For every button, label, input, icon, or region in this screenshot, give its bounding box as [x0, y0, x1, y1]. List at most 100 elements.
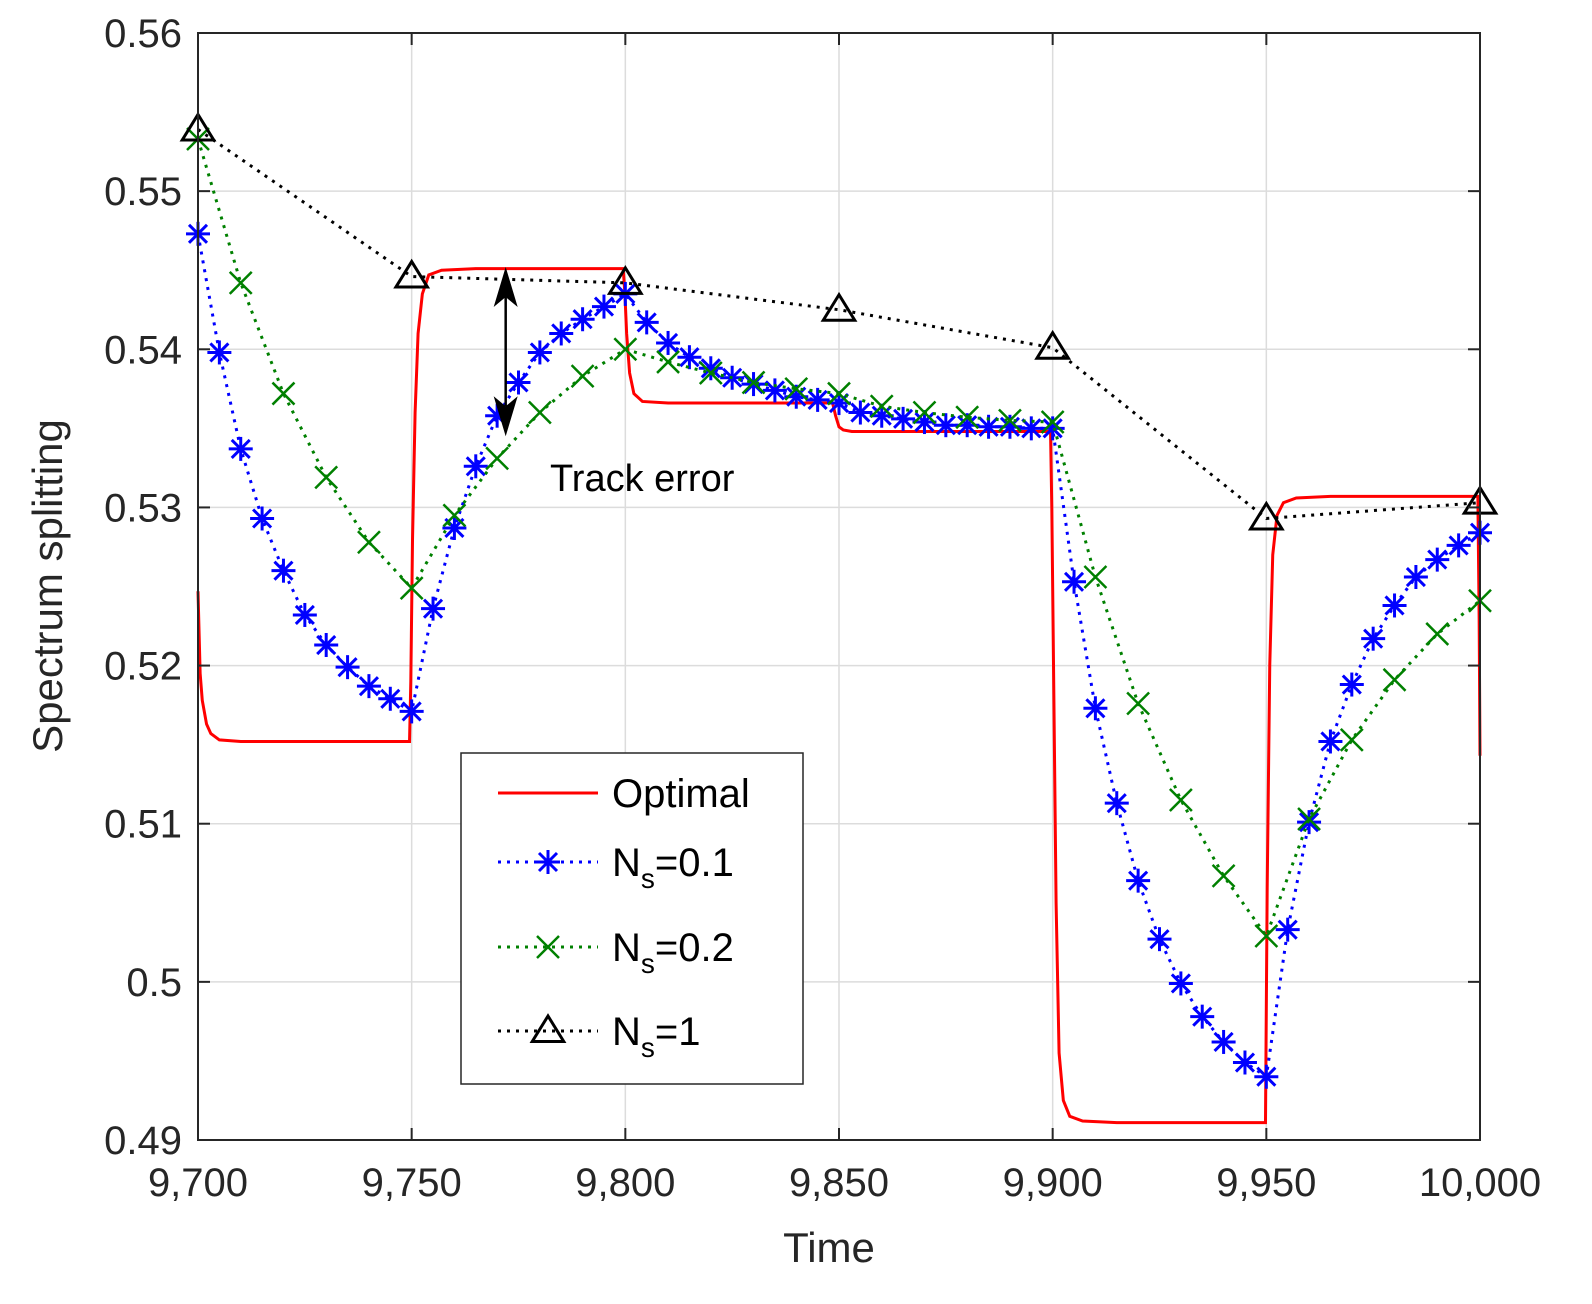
data-point: [421, 596, 446, 621]
data-point: [1190, 1004, 1215, 1029]
data-point: [1062, 569, 1087, 594]
data-point: [506, 370, 531, 395]
data-point: [1254, 924, 1279, 948]
x-tick-label: 10,000: [1419, 1161, 1541, 1205]
data-point: [393, 258, 431, 289]
data-point: [1126, 691, 1151, 716]
data-point: [1247, 500, 1285, 531]
data-point: [1104, 791, 1129, 816]
data-point: [442, 503, 467, 528]
data-point: [1034, 329, 1072, 360]
y-axis-title: Spectrum splitting: [24, 419, 71, 753]
track-error-arrowhead-bottom: [493, 396, 518, 437]
data-point: [442, 515, 467, 540]
data-point: [527, 400, 552, 425]
data-point: [399, 699, 424, 724]
data-point: [827, 381, 851, 406]
data-point: [570, 307, 595, 332]
data-point: [549, 321, 574, 346]
data-point: [698, 356, 723, 381]
y-tick-label: 0.51: [104, 803, 182, 847]
data-point: [955, 405, 980, 430]
data-point: [356, 674, 381, 699]
legend-swatch-marker: [536, 850, 560, 874]
y-tick-label: 0.56: [104, 12, 182, 56]
track-error-annotation: Track error: [493, 267, 735, 500]
y-tick-label: 0.49: [104, 1119, 182, 1163]
y-tick-label: 0.54: [104, 328, 182, 372]
data-point: [228, 436, 253, 461]
data-point: [1083, 565, 1108, 589]
data-point: [314, 465, 339, 490]
data-point: [820, 291, 858, 322]
track-error-label: Track error: [550, 458, 735, 500]
data-point: [1168, 971, 1193, 996]
data-point: [656, 330, 681, 355]
track-error-arrowhead-top: [493, 267, 518, 308]
x-tick-label: 9,750: [362, 1161, 462, 1205]
data-point: [314, 633, 339, 658]
data-point: [1126, 868, 1151, 893]
y-tick-label: 0.53: [104, 486, 182, 530]
data-point: [1318, 729, 1343, 754]
data-point: [1403, 565, 1428, 590]
data-point: [805, 387, 830, 412]
y-tick-label: 0.5: [126, 961, 182, 1005]
x-tick-label: 9,700: [148, 1161, 248, 1205]
data-point: [1040, 410, 1065, 434]
legend-item-ns-0-1: Ns=0.1: [498, 841, 734, 894]
data-point: [591, 294, 616, 319]
legend: Optimal Ns=0.1 Ns=0.2 Ns=1: [460, 752, 804, 1085]
legend-swatch-marker: [529, 1013, 567, 1043]
y-tick-label: 0.52: [104, 645, 182, 689]
data-point: [1339, 672, 1364, 697]
data-point: [869, 394, 894, 419]
data-point: [634, 310, 659, 335]
data-point: [933, 413, 958, 438]
data-point: [357, 530, 381, 555]
data-point: [399, 576, 424, 600]
data-point: [485, 446, 510, 471]
data-point: [1382, 667, 1407, 692]
data-point: [271, 381, 296, 406]
x-tick-label: 9,900: [1003, 1161, 1103, 1205]
data-point: [613, 337, 638, 362]
legend-item-ns-0-2: Ns=0.2: [498, 926, 734, 979]
data-point: [463, 454, 488, 479]
data-point: [228, 270, 253, 295]
data-point: [677, 345, 702, 370]
data-point: [698, 361, 723, 385]
data-point: [1040, 416, 1065, 441]
ticks: 9,700 9,750 9,800 9,850 9,900 9,950 10,000 0.49…: [104, 12, 1541, 1205]
data-point: [1339, 728, 1364, 752]
data-point: [335, 655, 360, 680]
data-point: [741, 370, 766, 395]
data-point: [1361, 626, 1386, 651]
data-point: [1425, 622, 1450, 646]
x-axis-title: Time: [783, 1224, 875, 1271]
data-point: [527, 340, 552, 365]
data-point: [912, 400, 937, 425]
data-point: [1446, 533, 1471, 558]
data-point: [207, 340, 232, 365]
legend-label: Optimal: [612, 772, 750, 816]
data-point: [1275, 917, 1300, 942]
data-point: [656, 350, 680, 374]
data-point: [1147, 927, 1172, 952]
data-point: [570, 364, 595, 389]
data-point: [998, 408, 1022, 433]
data-point: [271, 558, 296, 583]
data-point: [1232, 1050, 1257, 1075]
data-point: [762, 378, 787, 403]
data-point: [250, 506, 275, 531]
data-point: [1382, 593, 1407, 618]
legend-item-ns-1: Ns=1: [498, 1010, 701, 1063]
legend-label: Ns=1: [612, 1010, 701, 1063]
data-point: [1254, 1064, 1279, 1089]
data-point: [606, 265, 644, 295]
series-layer: [179, 111, 1499, 1125]
y-tick-label: 0.55: [104, 170, 182, 214]
data-point: [1211, 1029, 1236, 1054]
data-point: [292, 602, 317, 627]
